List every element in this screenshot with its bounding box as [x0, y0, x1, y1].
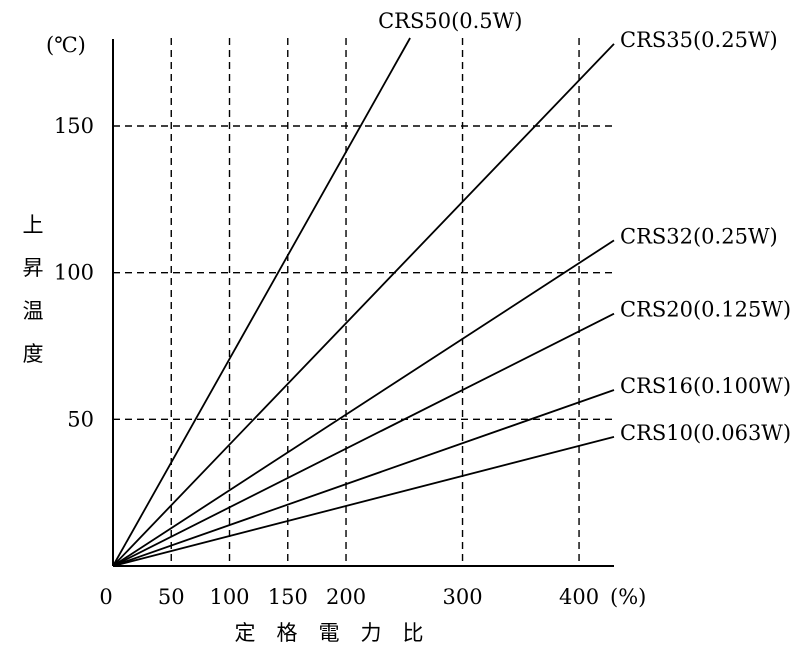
series-label: CRS35(0.25W)	[620, 28, 778, 52]
y-axis-title-char: 昇	[23, 256, 44, 280]
x-axis-title-char: 格	[277, 621, 298, 645]
y-axis-title-char: 温	[23, 299, 44, 323]
axis-layer	[112, 39, 614, 567]
series-line	[112, 37, 411, 567]
series-line	[112, 389, 615, 567]
series-line	[112, 239, 615, 567]
y-tick-label: 150	[54, 114, 94, 138]
x-tick-label: 200	[326, 585, 366, 609]
series-labels: CRS50(0.5W) CRS35(0.25W) CRS32(0.25W) CRS20…	[378, 9, 791, 445]
series-label: CRS10(0.063W)	[620, 421, 791, 445]
x-tick-label: 50	[158, 585, 185, 609]
y-tick-label: 50	[67, 407, 94, 431]
series-line	[112, 436, 615, 567]
x-tick-label: 0	[99, 585, 112, 609]
x-tick-label: 400	[559, 585, 599, 609]
x-tick-label: 100	[209, 585, 249, 609]
x-axis-title: 定格電力比	[235, 621, 424, 645]
series-label: CRS16(0.100W)	[620, 374, 791, 398]
series-label: CRS50(0.5W)	[378, 9, 522, 33]
y-axis-title-char: 度	[23, 342, 44, 366]
series-line	[112, 312, 615, 567]
x-axis-title-char: 力	[361, 621, 382, 645]
y-axis-title-char: 上	[23, 213, 44, 237]
x-axis-title-char: 比	[403, 621, 424, 645]
y-unit-label: (℃)	[46, 33, 86, 57]
series-line	[112, 43, 615, 567]
series-label: CRS32(0.25W)	[620, 224, 778, 248]
series-label: CRS20(0.125W)	[620, 298, 791, 322]
grid-layer	[113, 38, 614, 566]
x-axis-title-char: 電	[319, 621, 340, 645]
x-axis-title-char: 定	[235, 621, 256, 645]
x-unit-label: (%)	[610, 585, 646, 609]
y-tick-label: 100	[54, 261, 94, 285]
x-tick-label: 300	[442, 585, 482, 609]
x-tick-label: 150	[268, 585, 308, 609]
tick-labels: 0 50 100 150 200 300 400 50 100 150	[54, 114, 599, 609]
series-layer	[112, 37, 615, 567]
